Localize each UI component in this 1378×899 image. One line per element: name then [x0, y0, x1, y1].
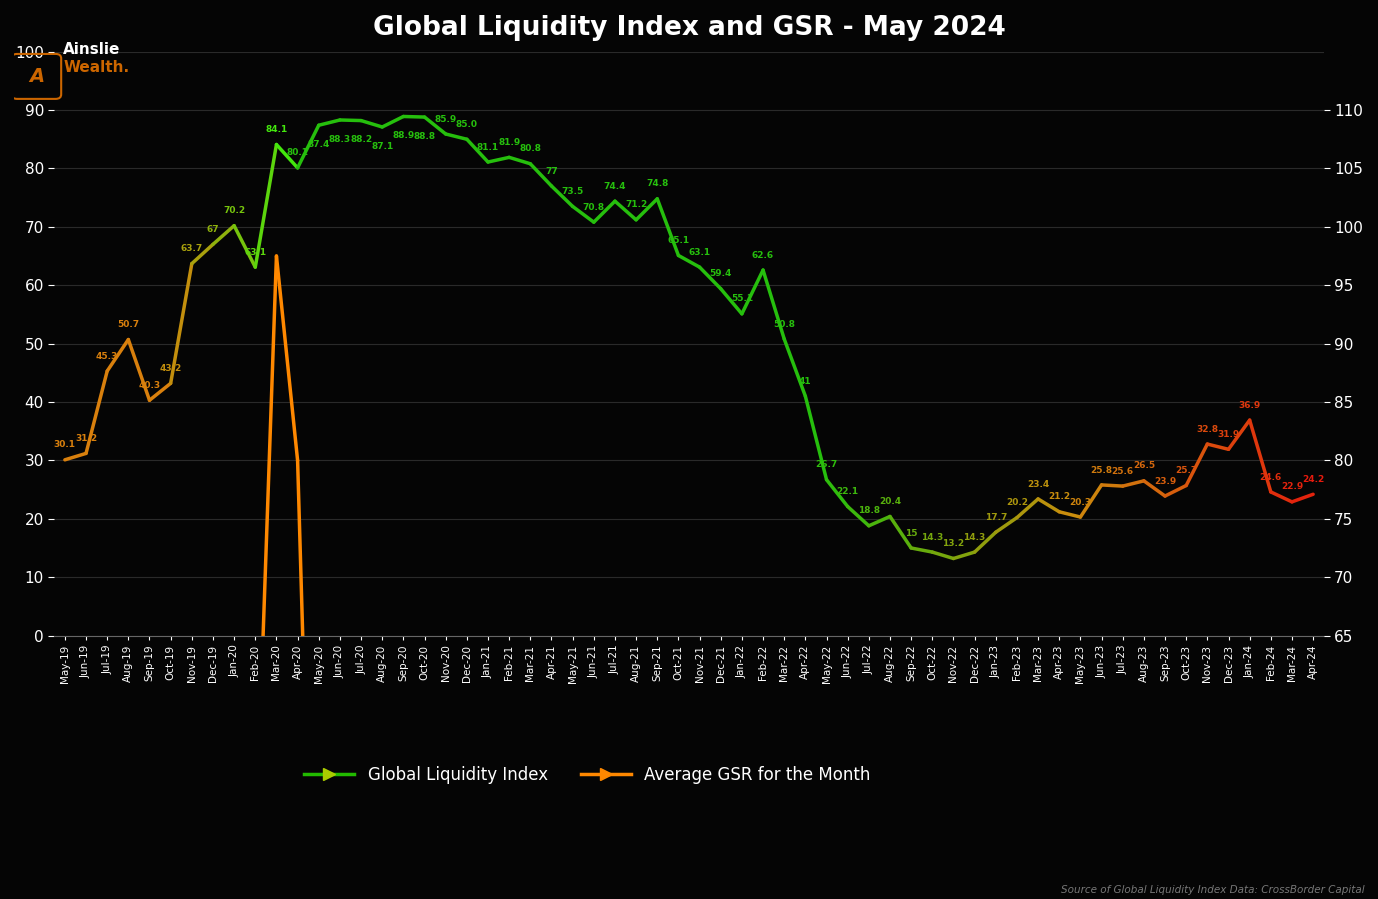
Text: 40.3: 40.3 [138, 381, 161, 390]
Text: 81.9: 81.9 [497, 138, 521, 147]
Text: 22.1: 22.1 [836, 487, 858, 496]
Legend: Global Liquidity Index, Average GSR for the Month: Global Liquidity Index, Average GSR for … [298, 760, 878, 791]
Text: 88.3: 88.3 [329, 135, 351, 144]
Text: 13.2: 13.2 [943, 539, 965, 548]
Text: 80.8: 80.8 [520, 145, 542, 154]
Text: 26.5: 26.5 [1133, 461, 1155, 470]
Text: 59.4: 59.4 [710, 270, 732, 279]
Text: 74.8: 74.8 [646, 180, 668, 189]
Text: 50.7: 50.7 [117, 320, 139, 329]
Text: 21.2: 21.2 [1049, 493, 1071, 502]
Text: 36.9: 36.9 [1239, 401, 1261, 410]
Text: 74.4: 74.4 [604, 182, 626, 191]
Text: 20.4: 20.4 [879, 497, 901, 506]
Text: 88.2: 88.2 [350, 135, 372, 144]
Text: 88.9: 88.9 [393, 131, 415, 140]
Text: 77: 77 [546, 166, 558, 175]
Text: 23.4: 23.4 [1027, 479, 1049, 488]
Text: Ainslie: Ainslie [63, 42, 121, 57]
Text: 55.1: 55.1 [730, 295, 752, 304]
Text: 80.1: 80.1 [287, 148, 309, 157]
Text: 24.2: 24.2 [1302, 475, 1324, 484]
Text: 84.1: 84.1 [266, 125, 288, 134]
Text: 32.8: 32.8 [1196, 424, 1218, 433]
Text: 26.7: 26.7 [816, 460, 838, 469]
Text: 17.7: 17.7 [985, 512, 1007, 521]
Text: 87.1: 87.1 [371, 141, 393, 150]
Text: 23.9: 23.9 [1153, 476, 1177, 485]
Text: 20.2: 20.2 [1006, 498, 1028, 507]
Text: 70.8: 70.8 [583, 203, 605, 212]
Text: 31.2: 31.2 [74, 434, 96, 443]
Text: 22.9: 22.9 [1280, 483, 1304, 492]
Text: 25.7: 25.7 [1175, 466, 1197, 475]
Text: 41: 41 [799, 377, 812, 386]
Text: 25.6: 25.6 [1112, 467, 1134, 476]
Title: Global Liquidity Index and GSR - May 2024: Global Liquidity Index and GSR - May 202… [372, 15, 1006, 41]
Text: 85.9: 85.9 [434, 114, 457, 123]
Text: 18.8: 18.8 [857, 506, 881, 515]
Text: 25.8: 25.8 [1090, 466, 1112, 475]
Text: 45.3: 45.3 [96, 352, 119, 360]
Text: 73.5: 73.5 [561, 187, 584, 196]
Text: 50.8: 50.8 [773, 319, 795, 328]
Text: 87.4: 87.4 [307, 140, 329, 149]
Text: 30.1: 30.1 [54, 441, 76, 450]
Text: Source of Global Liquidity Index Data: CrossBorder Capital: Source of Global Liquidity Index Data: C… [1061, 885, 1364, 895]
Text: 43.2: 43.2 [160, 364, 182, 373]
Text: 15: 15 [905, 529, 918, 538]
Text: 70.2: 70.2 [223, 206, 245, 215]
Text: 67: 67 [207, 225, 219, 234]
Text: 71.2: 71.2 [626, 200, 648, 209]
Text: 20.3: 20.3 [1069, 498, 1091, 507]
Text: 63.1: 63.1 [689, 248, 711, 257]
Text: 14.3: 14.3 [963, 533, 985, 542]
Text: 62.6: 62.6 [752, 251, 774, 260]
Text: A: A [29, 67, 44, 86]
Text: 65.1: 65.1 [667, 236, 689, 245]
Text: 14.3: 14.3 [921, 533, 944, 542]
Text: 85.0: 85.0 [456, 120, 478, 129]
Text: 88.8: 88.8 [413, 131, 435, 140]
Text: Wealth.: Wealth. [63, 60, 130, 75]
Text: 63.1: 63.1 [244, 248, 266, 257]
Text: 81.1: 81.1 [477, 143, 499, 152]
Text: 63.7: 63.7 [181, 245, 203, 254]
Text: 31.9: 31.9 [1217, 430, 1240, 439]
Text: 24.6: 24.6 [1259, 473, 1282, 482]
